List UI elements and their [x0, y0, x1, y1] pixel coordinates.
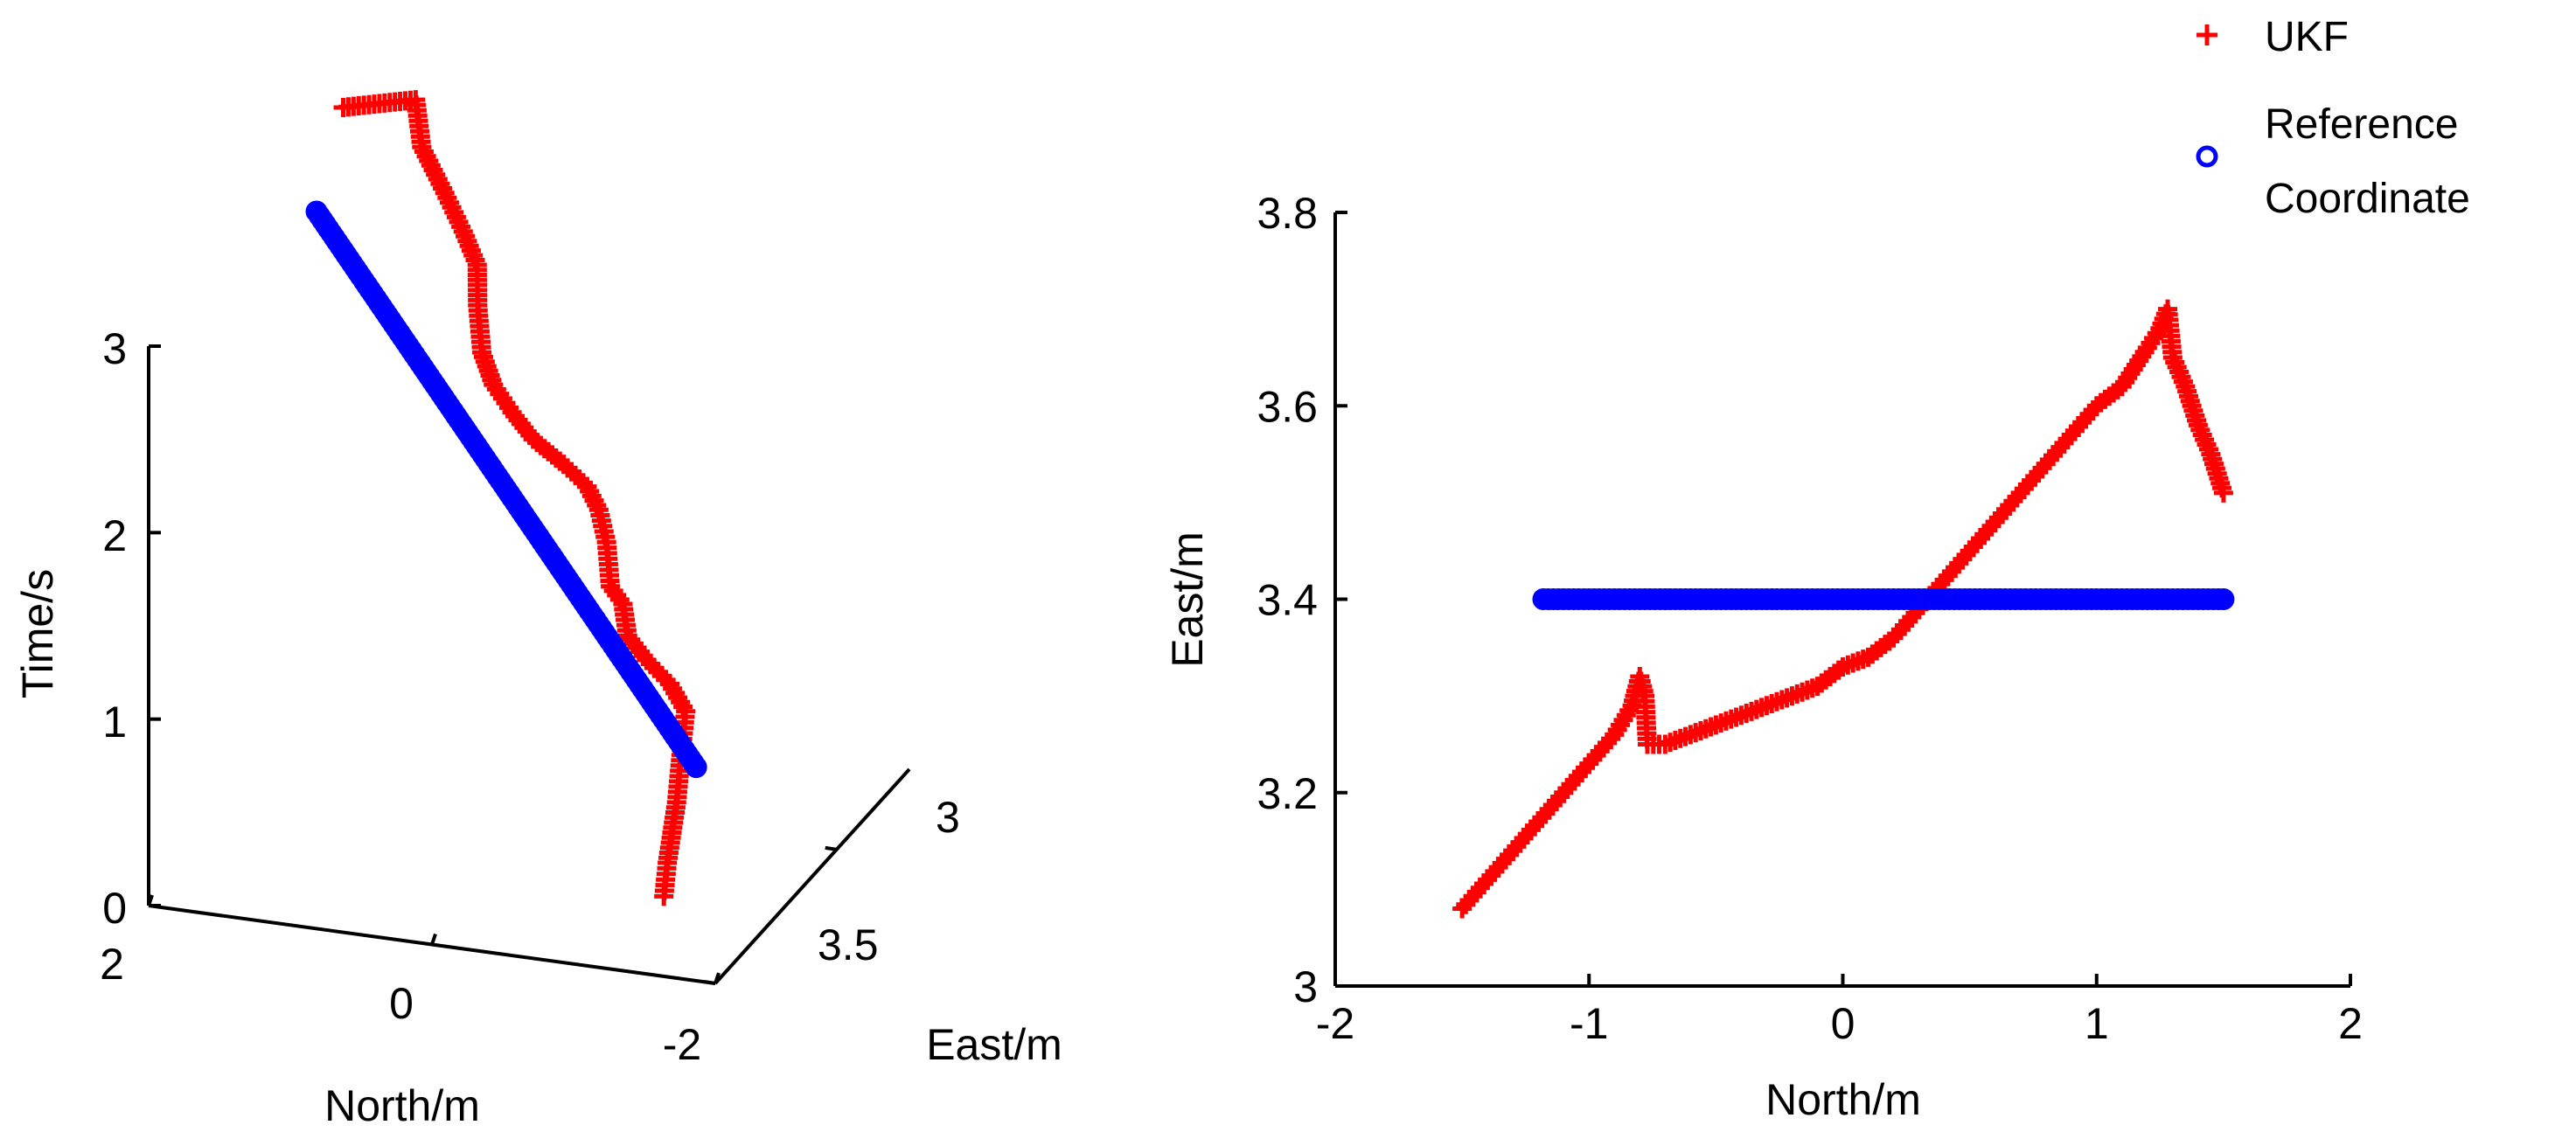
x-tick-label: -2: [663, 1020, 701, 1069]
y-tick-mark: [825, 845, 838, 851]
series-ukf: [1452, 299, 2233, 919]
x-tick-label: 0: [389, 979, 414, 1028]
x-tick-label: 0: [1831, 999, 1855, 1048]
series-2d: [1452, 299, 2235, 919]
x-tick-mark: [714, 972, 721, 984]
z-axis-title: Time/s: [13, 569, 62, 698]
series-ukf-3d: [333, 90, 696, 906]
legend-label: Reference: [2265, 101, 2458, 148]
ukf-point: [333, 97, 353, 117]
z-tick-label: 1: [102, 698, 127, 747]
x-tick-mark: [430, 933, 437, 946]
ukf-point: [621, 629, 641, 649]
x-tick-label: 1: [2085, 999, 2109, 1048]
reference-point: [305, 200, 328, 223]
series-reference-3d: [305, 200, 707, 779]
y-tick-label: 3: [1293, 962, 1318, 1011]
x-tick-label: -1: [1570, 999, 1608, 1048]
y-tick-label: 3: [936, 793, 960, 842]
y-tick-label: 3.8: [1257, 189, 1318, 238]
legend-marker-circle-icon: [2196, 145, 2218, 168]
tick-marks-2d: [1333, 211, 2352, 988]
x-axis-title: North/m: [1765, 1075, 1921, 1124]
y-axis-title: East/m: [1163, 531, 1212, 668]
series-3d: [305, 90, 707, 906]
x-axis-title: North/m: [324, 1081, 480, 1130]
legend-entry-reference: Reference Coordinate: [2196, 101, 2470, 222]
y-tick-label: 3.2: [1257, 769, 1318, 818]
x-tick-mark: [147, 894, 154, 906]
legend-entry-ukf: UKF: [2197, 14, 2349, 60]
z-tick-label: 0: [102, 884, 127, 933]
y-tick-label: 3.4: [1257, 576, 1318, 625]
x-tick-label: 2: [100, 940, 124, 989]
legend-label: UKF: [2265, 14, 2349, 60]
tick-marks-3d: [147, 344, 838, 985]
legend-marker-plus-icon: [2197, 24, 2217, 45]
z-tick-label: 2: [102, 511, 127, 560]
legend: UKF Reference Coordinate: [2196, 14, 2470, 222]
ukf-point: [2213, 483, 2233, 503]
z-tick-label: 3: [102, 324, 127, 373]
y-tick-label: 3.6: [1257, 382, 1318, 431]
tick-labels-2d: -2 -1 0 1 2 3 3.2 3.4 3.6 3.8: [1257, 189, 2362, 1048]
y-axis-title: East/m: [926, 1020, 1062, 1069]
series-reference: [1532, 588, 2235, 610]
legend-label: Coordinate: [2265, 176, 2470, 222]
x-tick-label: 2: [2338, 999, 2363, 1048]
y-tick-mark: [703, 980, 716, 985]
y-axis-line: [714, 767, 911, 985]
x-tick-label: -2: [1316, 999, 1354, 1048]
plot-3d: 0 1 2 3 2 0 -2 3 3.5 Time/s North/m East…: [13, 90, 1062, 1130]
plot-2d: -2 -1 0 1 2 3 3.2 3.4 3.6 3.8 East/m North/m: [1163, 189, 2363, 1124]
y-tick-label: 3.5: [818, 920, 879, 969]
reference-point: [2212, 588, 2235, 610]
tick-labels-3d: 0 1 2 3 2 0 -2 3 3.5: [100, 324, 960, 1069]
